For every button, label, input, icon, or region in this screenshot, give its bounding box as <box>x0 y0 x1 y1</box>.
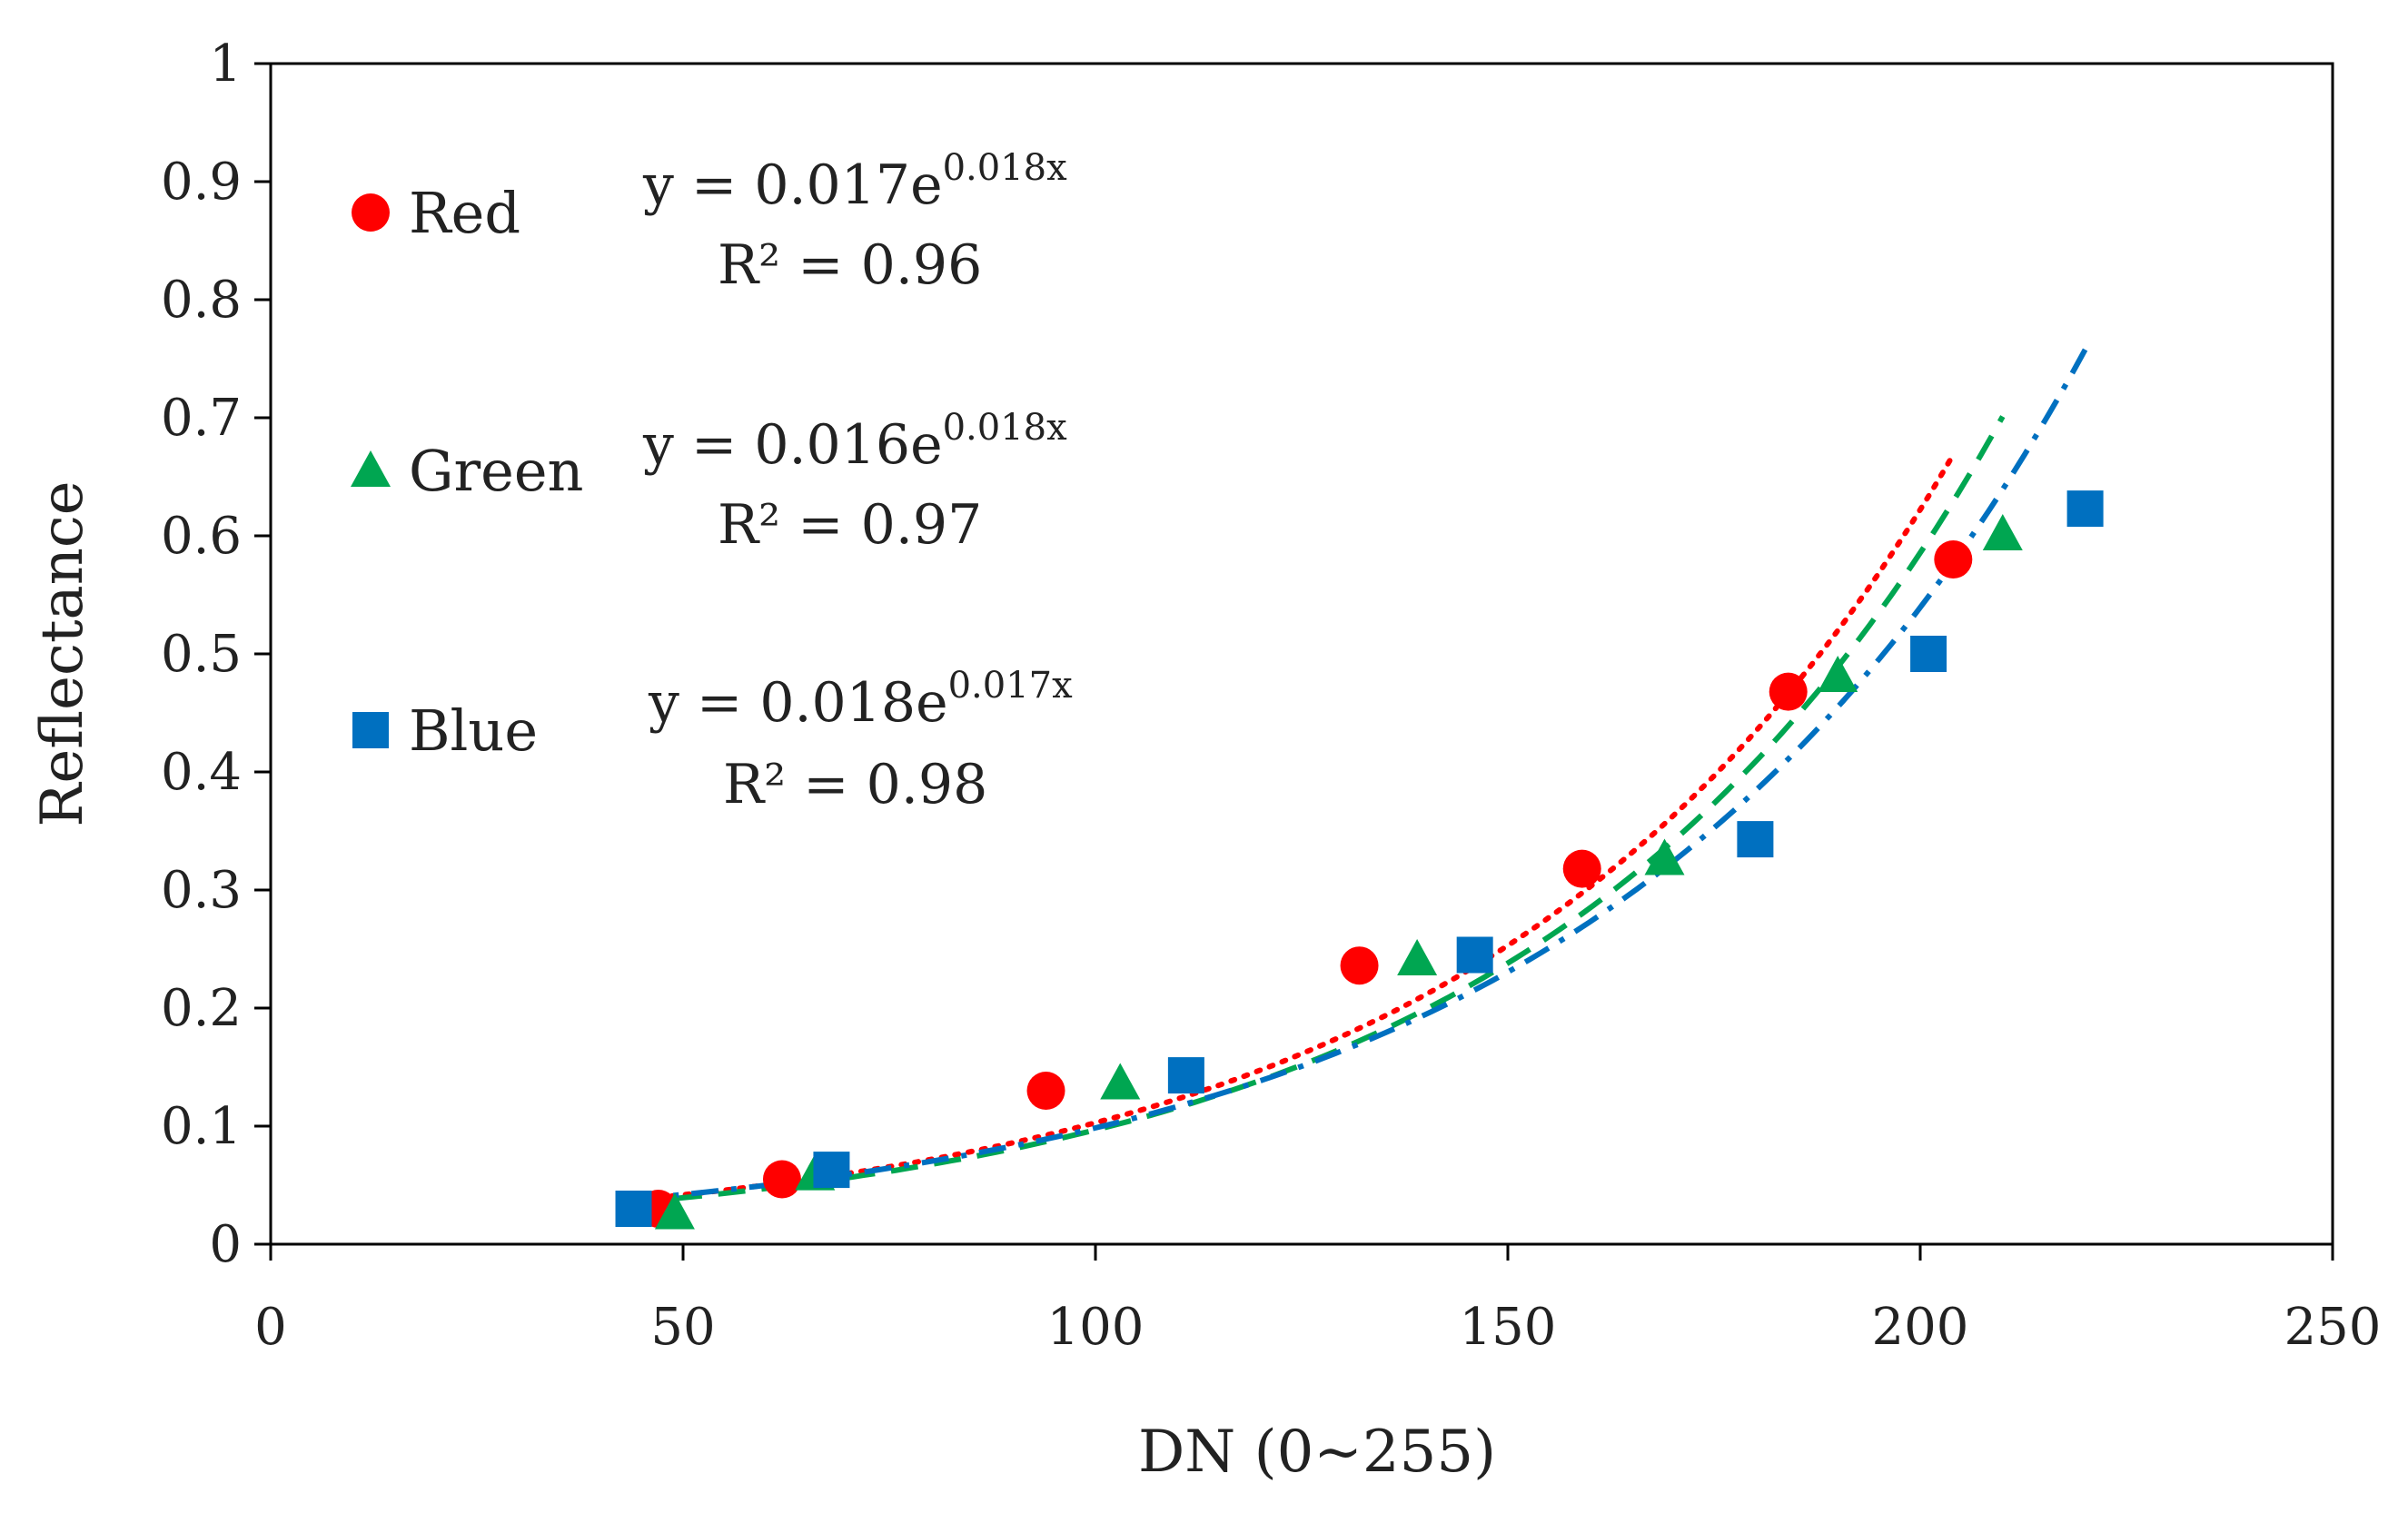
plot-area <box>269 62 2334 1246</box>
data-point-red <box>1562 849 1601 888</box>
legend-label-blue: Blue <box>409 697 538 764</box>
x-tick-label: 250 <box>2284 1298 2382 1357</box>
data-point-blue <box>1167 1057 1204 1094</box>
legend-marker-red <box>352 193 390 232</box>
data-point-blue <box>1910 636 1947 672</box>
y-tick-label: 0.7 <box>161 389 242 448</box>
data-point-green <box>1982 514 2023 550</box>
r2-blue: R² = 0.98 <box>723 753 987 816</box>
y-tick-label: 0.1 <box>161 1097 242 1156</box>
data-point-red <box>1769 672 1808 711</box>
equation-red: y = 0.017e0.018x <box>642 147 1067 217</box>
x-tick-label: 50 <box>650 1298 715 1357</box>
data-point-green <box>1397 939 1438 975</box>
y-axis: 0 0.1 0.2 0.3 0.4 0.5 0.6 0.7 0.8 0.9 1 <box>161 35 271 1274</box>
data-points <box>615 490 2104 1230</box>
equation-green-base: y = 0.016e <box>642 413 943 477</box>
equation-blue-exponent: 0.017x <box>948 665 1074 707</box>
equation-green-exponent: 0.018x <box>943 407 1068 449</box>
data-point-red <box>1934 540 1973 578</box>
y-tick-label: 0.3 <box>161 861 242 920</box>
data-point-green <box>1100 1063 1141 1100</box>
legend-marker-blue <box>352 712 389 748</box>
data-point-blue <box>1456 936 1493 974</box>
data-point-green <box>1818 656 1858 692</box>
x-tick-label: 150 <box>1460 1298 1557 1357</box>
r2-green: R² = 0.97 <box>718 493 982 557</box>
y-tick-label: 0 <box>209 1215 242 1274</box>
data-point-green <box>654 1192 695 1230</box>
equation-red-exponent: 0.018x <box>943 147 1068 189</box>
y-tick-label: 0.8 <box>161 271 242 330</box>
trendline-blue <box>633 348 2088 1202</box>
legend: Red y = 0.017e0.018x R² = 0.96 Green y =… <box>351 147 1073 816</box>
x-axis-label: DN (0~255) <box>1138 1419 1496 1486</box>
legend-label-red: Red <box>409 180 520 246</box>
data-point-blue <box>1737 821 1774 858</box>
equation-blue-base: y = 0.018e <box>648 671 948 735</box>
legend-label-green: Green <box>409 438 583 504</box>
y-tick-label: 0.6 <box>161 507 242 566</box>
data-point-blue <box>2066 490 2104 528</box>
y-tick-label: 1 <box>209 35 242 94</box>
x-axis: 0 50 100 150 200 250 <box>254 1244 2381 1357</box>
x-tick-label: 100 <box>1047 1298 1145 1357</box>
equation-green: y = 0.016e0.018x <box>642 407 1067 477</box>
data-point-red <box>1340 946 1379 985</box>
data-point-blue <box>615 1191 652 1227</box>
y-tick-label: 0.5 <box>161 625 242 684</box>
equation-red-base: y = 0.017e <box>642 153 943 217</box>
data-point-green <box>1644 838 1685 875</box>
y-axis-label: Reflectance <box>29 480 96 826</box>
trendlines <box>633 348 2088 1202</box>
trendline-green <box>674 415 2006 1202</box>
x-tick-label: 0 <box>254 1298 287 1357</box>
y-tick-label: 0.2 <box>161 979 242 1038</box>
r2-red: R² = 0.96 <box>718 233 982 297</box>
data-point-blue <box>813 1152 850 1189</box>
x-tick-label: 200 <box>1872 1298 1969 1357</box>
data-point-red <box>1026 1072 1065 1110</box>
y-tick-label: 0.9 <box>161 153 242 212</box>
data-point-red <box>762 1160 801 1199</box>
legend-marker-green <box>351 450 391 487</box>
y-tick-label: 0.4 <box>161 743 242 802</box>
equation-blue: y = 0.018e0.017x <box>648 665 1073 735</box>
